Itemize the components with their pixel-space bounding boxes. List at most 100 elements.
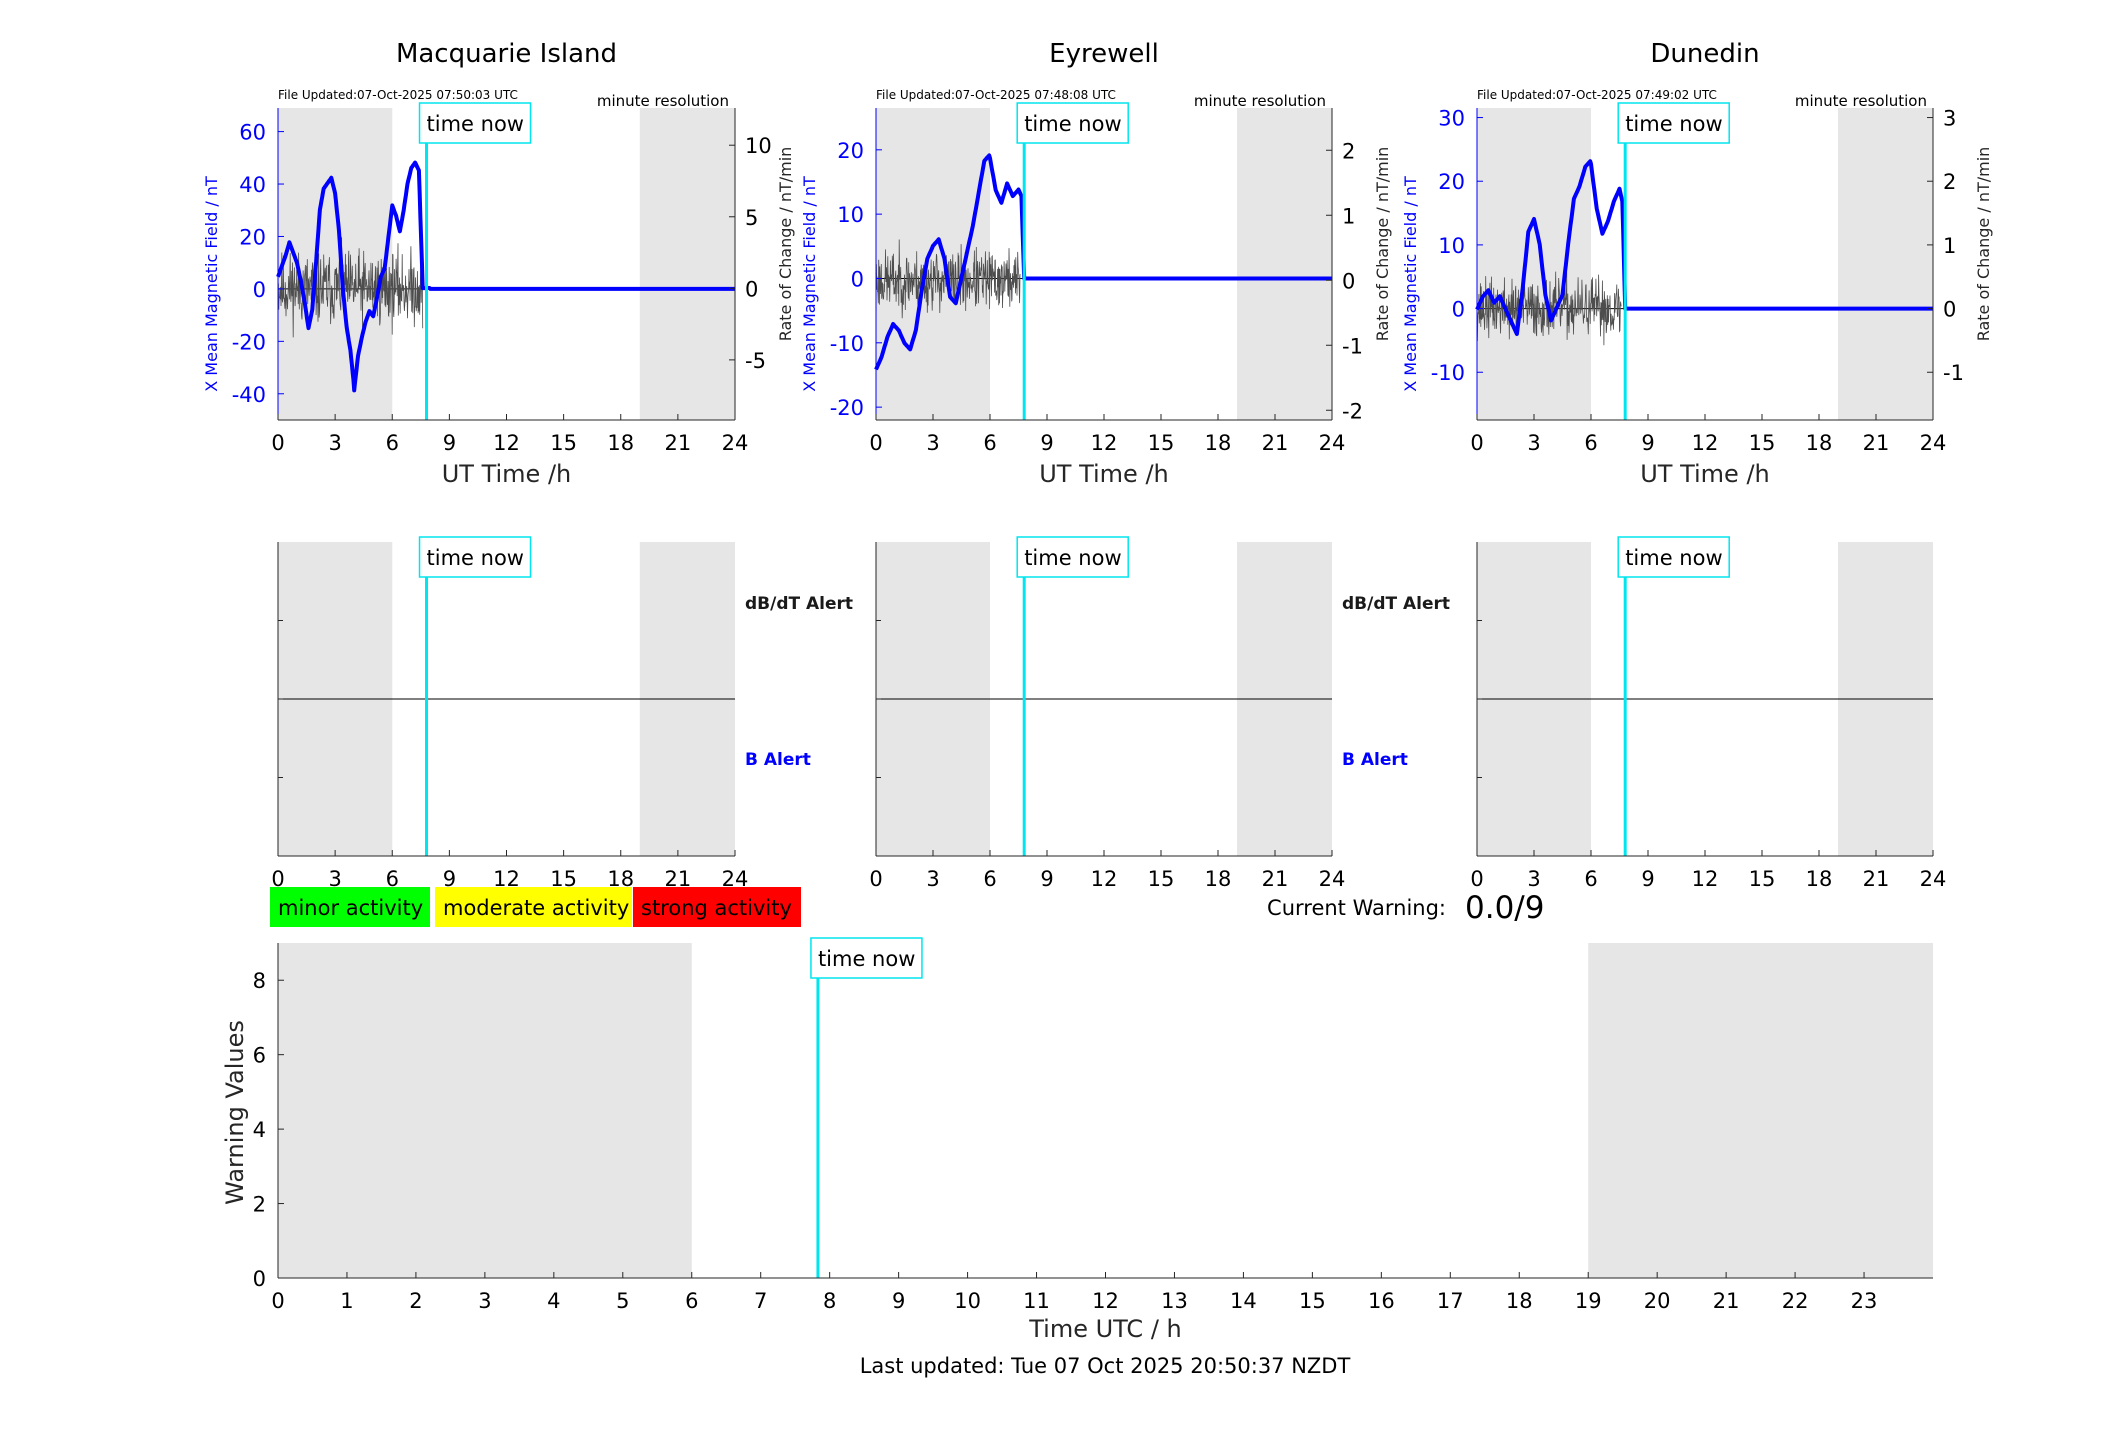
x-tick-label: 24 bbox=[1920, 431, 1947, 455]
night-shade-1 bbox=[1838, 108, 1933, 420]
time-now-label: time now bbox=[427, 112, 524, 136]
time-now-box bbox=[418, 536, 532, 578]
y-tick-label: 0 bbox=[253, 1267, 266, 1291]
time-now-label: time now bbox=[1024, 546, 1121, 570]
y2-tick-label: 2 bbox=[1342, 139, 1355, 163]
x-tick-label: 9 bbox=[1641, 867, 1654, 891]
resolution-label: minute resolution bbox=[1795, 92, 1927, 110]
y2-tick-label: -1 bbox=[1342, 334, 1363, 358]
x-tick-label: 15 bbox=[1148, 867, 1175, 891]
current-warning-label: Current Warning: bbox=[1267, 896, 1446, 920]
x-tick-label: 6 bbox=[685, 1289, 698, 1313]
x-tick-label: 18 bbox=[1806, 867, 1833, 891]
file-updated-label: File Updated:07-Oct-2025 07:48:08 UTC bbox=[876, 88, 1116, 102]
y2-tick-label: -1 bbox=[1943, 361, 1964, 385]
x-tick-label: 21 bbox=[1863, 867, 1890, 891]
x-tick-label: 12 bbox=[493, 431, 520, 455]
y-axis-label: Warning Values bbox=[221, 1020, 249, 1205]
y-tick-label: 20 bbox=[837, 139, 864, 163]
minor-activity-swatch bbox=[270, 887, 430, 927]
station-panel-1: time now 0 3 6 9 12 15 18 21 24 -40 -20 0 20 40 60 -5 0 5 1… bbox=[202, 39, 795, 488]
x-tick-label: 13 bbox=[1161, 1289, 1188, 1313]
time-now-box bbox=[1016, 102, 1129, 144]
x-tick-label: 22 bbox=[1782, 1289, 1809, 1313]
y-tick-label: 0 bbox=[851, 267, 864, 291]
time-now-box bbox=[810, 937, 923, 979]
dbdt-alert-label: dB/dT Alert bbox=[1342, 594, 1450, 614]
y-tick-label: 0 bbox=[253, 278, 266, 302]
field-line bbox=[276, 160, 737, 393]
x-tick-label: 6 bbox=[386, 867, 399, 891]
x-tick-label: 3 bbox=[1527, 867, 1540, 891]
y-tick-label: 10 bbox=[837, 203, 864, 227]
x-tick-label: 15 bbox=[550, 431, 577, 455]
moderate-activity-swatch bbox=[435, 887, 632, 927]
x-tick-label: 23 bbox=[1851, 1289, 1878, 1313]
y-tick-label: 4 bbox=[253, 1118, 266, 1142]
x-tick-label: 9 bbox=[1040, 431, 1053, 455]
b-alert-label: B Alert bbox=[745, 750, 811, 770]
y-tick-label: 20 bbox=[1438, 170, 1465, 194]
time-now-label: time now bbox=[1024, 112, 1121, 136]
moderate-activity-label: moderate activity bbox=[443, 896, 629, 920]
x-tick-label: 6 bbox=[386, 431, 399, 455]
y-tick-label: -20 bbox=[232, 330, 266, 354]
time-now-box bbox=[1617, 536, 1730, 578]
x-tick-label: 24 bbox=[1319, 867, 1346, 891]
x-tick-label: 0 bbox=[869, 867, 882, 891]
time-now-label: time now bbox=[818, 947, 915, 971]
x-tick-label: 18 bbox=[607, 431, 634, 455]
x-tick-label: 6 bbox=[983, 431, 996, 455]
night-shade-1 bbox=[1237, 108, 1332, 420]
y-tick-label: 6 bbox=[253, 1044, 266, 1068]
y2-tick-label: 10 bbox=[745, 134, 772, 158]
x-tick-label: 12 bbox=[1091, 867, 1118, 891]
x-tick-label: 9 bbox=[443, 867, 456, 891]
x-tick-label: 17 bbox=[1437, 1289, 1464, 1313]
x-tick-label: 18 bbox=[1506, 1289, 1533, 1313]
time-now-box bbox=[1016, 536, 1129, 578]
time-now-box bbox=[418, 102, 532, 144]
x-tick-label: 24 bbox=[1920, 867, 1947, 891]
time-now-label: time now bbox=[427, 546, 524, 570]
y2-tick-label: 0 bbox=[1943, 298, 1956, 322]
b-alert-label: B Alert bbox=[1342, 750, 1408, 770]
x-tick-label: 3 bbox=[926, 431, 939, 455]
x-tick-label: 16 bbox=[1368, 1289, 1395, 1313]
x-tick-label: 0 bbox=[1470, 867, 1483, 891]
y2-tick-label: 0 bbox=[745, 277, 758, 301]
y2-tick-label: -2 bbox=[1342, 399, 1363, 423]
x-tick-label: 6 bbox=[1584, 431, 1597, 455]
field-line bbox=[1475, 159, 1935, 336]
alert-panel-2: time now 0 3 6 9 12 15 18 21 24 dB/dT Alert B Alert bbox=[869, 536, 1450, 891]
x-tick-label: 11 bbox=[1023, 1289, 1050, 1313]
x-tick-label: 3 bbox=[328, 867, 341, 891]
x-tick-label: 3 bbox=[1527, 431, 1540, 455]
x-tick-label: 21 bbox=[1262, 431, 1289, 455]
y-tick-label: 30 bbox=[1438, 107, 1465, 131]
time-now-label: time now bbox=[1625, 546, 1722, 570]
x-axis-label: UT Time /h bbox=[1640, 460, 1770, 488]
y-tick-label: 20 bbox=[239, 225, 266, 249]
y-tick-label: 0 bbox=[1452, 298, 1465, 322]
field-line bbox=[874, 153, 1334, 371]
time-now-label: time now bbox=[1625, 112, 1722, 136]
x-tick-label: 24 bbox=[722, 431, 749, 455]
x-tick-label: 21 bbox=[1713, 1289, 1740, 1313]
resolution-label: minute resolution bbox=[1194, 92, 1326, 110]
y-tick-label: 2 bbox=[253, 1193, 266, 1217]
resolution-label: minute resolution bbox=[597, 92, 729, 110]
panel-title: Dunedin bbox=[1650, 39, 1759, 69]
x-tick-label: 0 bbox=[271, 1289, 284, 1313]
x-tick-label: 9 bbox=[1040, 867, 1053, 891]
x-tick-label: 6 bbox=[1584, 867, 1597, 891]
x-tick-label: 19 bbox=[1575, 1289, 1602, 1313]
rate-of-change-line bbox=[277, 237, 424, 338]
x-axis-label: Time UTC / h bbox=[1028, 1315, 1182, 1343]
x-tick-label: 3 bbox=[926, 867, 939, 891]
x-tick-label: 15 bbox=[1299, 1289, 1326, 1313]
